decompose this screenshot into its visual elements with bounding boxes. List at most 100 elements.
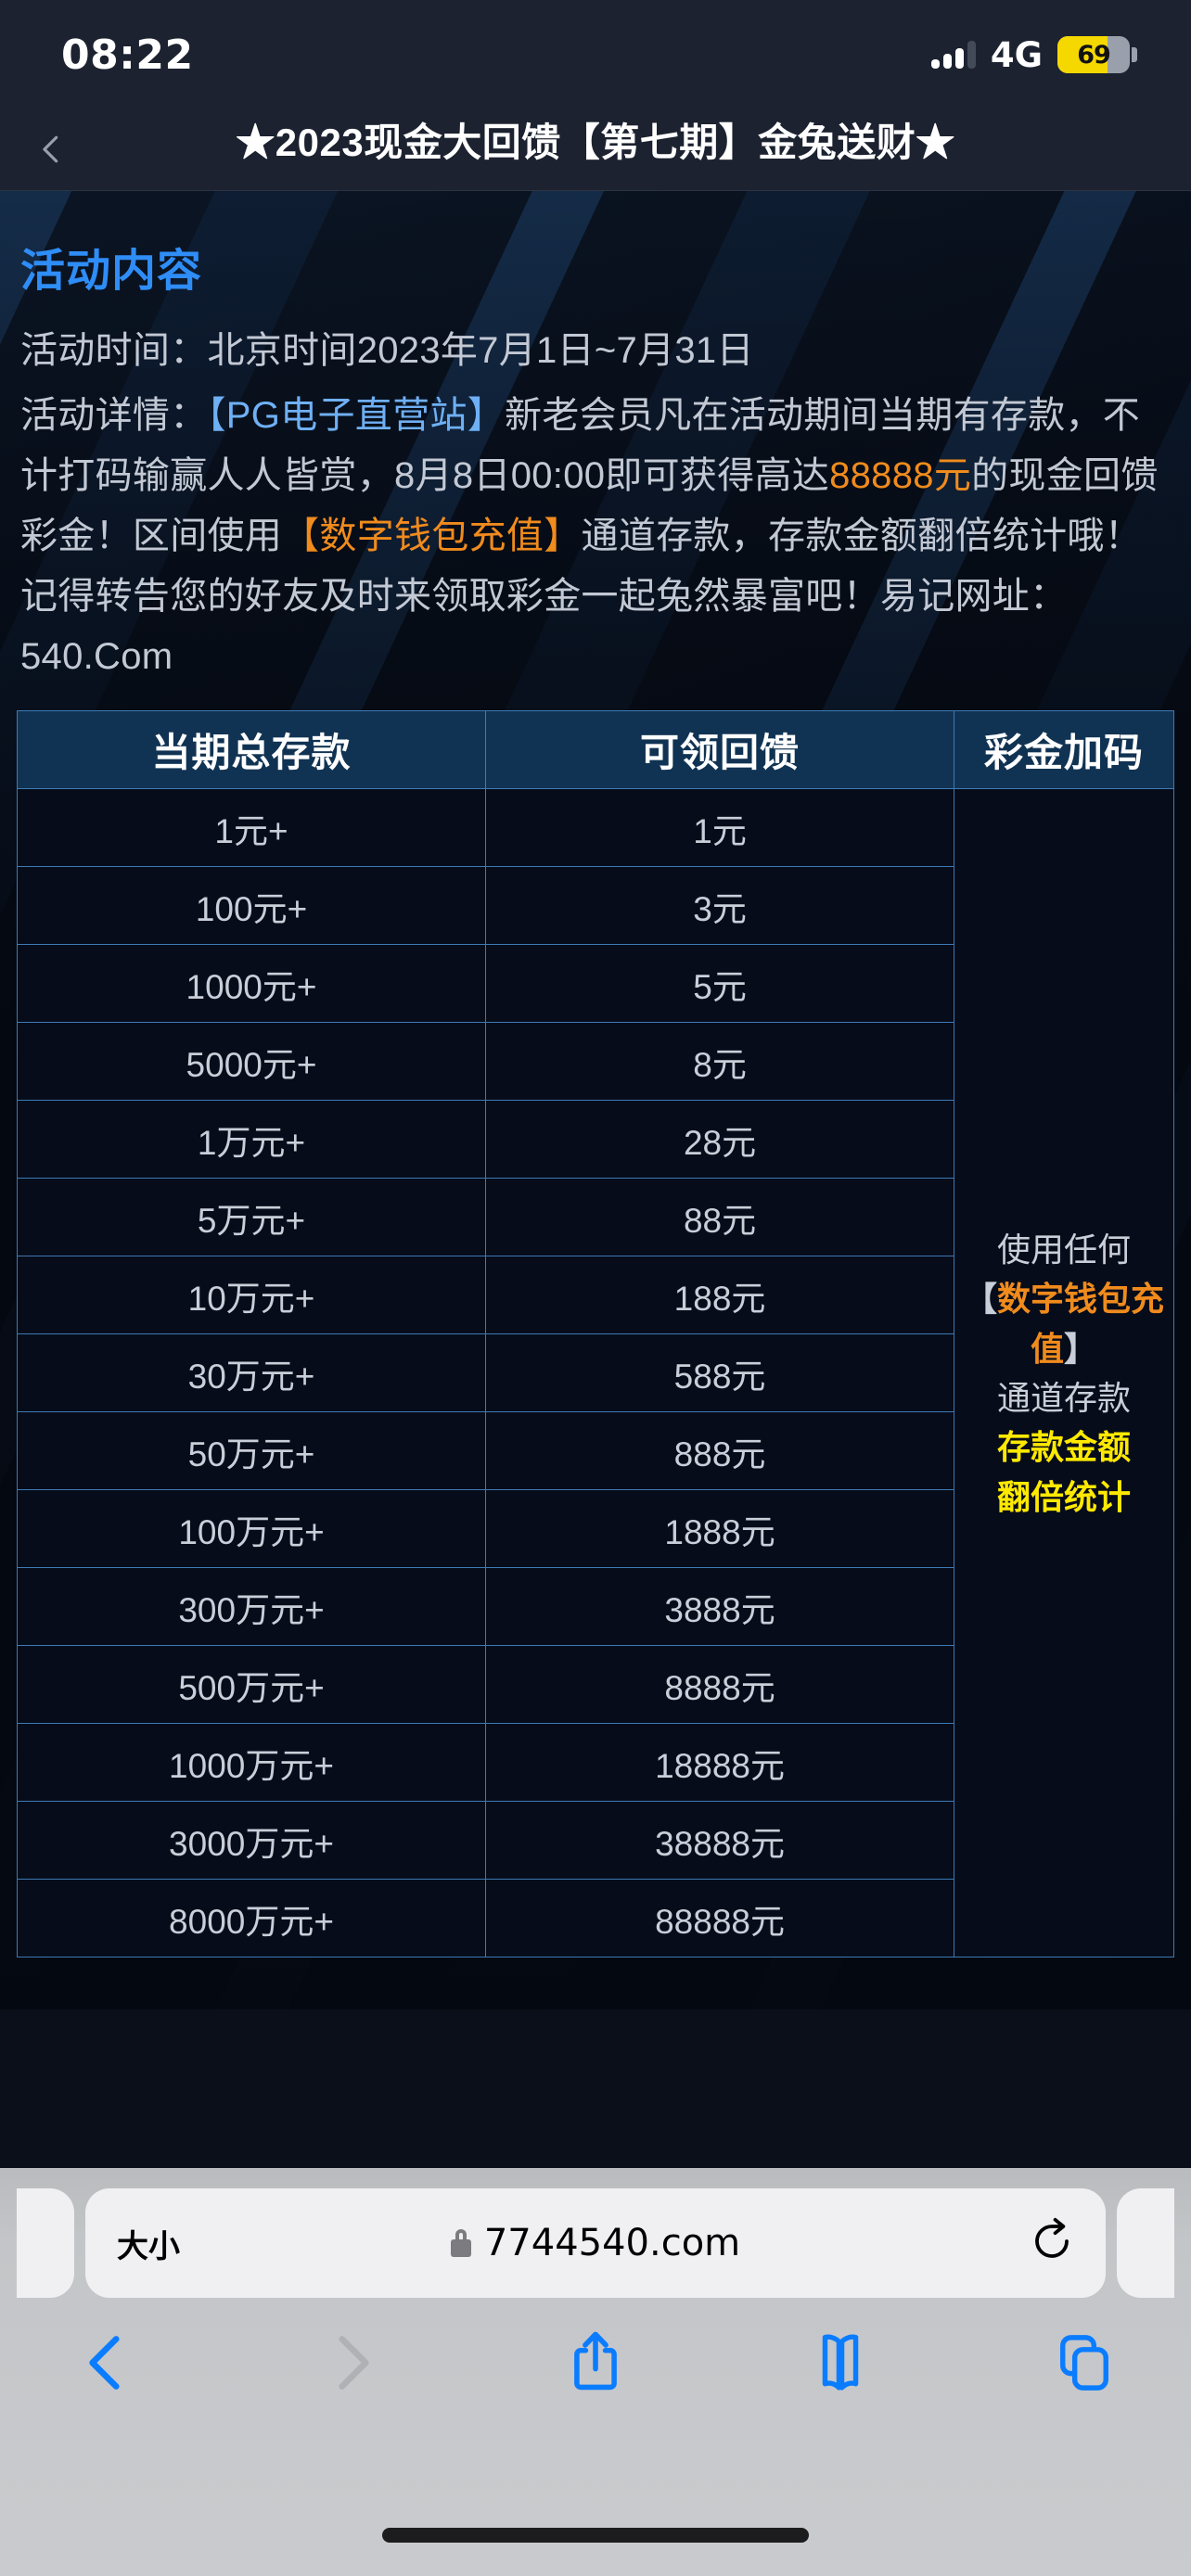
site-name-highlight: 【PG电子直营站】: [207, 395, 505, 437]
table-row: 5万元+ 88元: [16, 1178, 1174, 1257]
activity-detail-line: 活动详情：【PG电子直营站】新老会员凡在活动期间当期有存款，不计打码输赢人人皆赏…: [20, 386, 1174, 686]
cell-rebate: 188元: [485, 1256, 955, 1335]
chevron-left-icon[interactable]: [35, 134, 67, 165]
bonus-line-3: 通道存款: [997, 1378, 1132, 1417]
table-row: 1元+ 1元使用任何【数字钱包充值】通道存款存款金额翻倍统计: [16, 788, 1174, 1958]
url-text: 7744540.com: [483, 2222, 741, 2264]
bonus-bracket-close: 】: [1064, 1329, 1098, 1368]
network-type-label: 4G: [990, 34, 1043, 75]
cell-deposit: 8000万元+: [16, 1879, 487, 1958]
table-header-row: 当期总存款 可领回馈 彩金加码: [16, 710, 1174, 790]
table-row: 100万元+ 1888元: [16, 1489, 1174, 1569]
battery-fill: [1057, 36, 1108, 73]
url-row: 大小 7744540.com: [0, 2168, 1191, 2298]
page-title: ★2023现金大回馈【第七期】金兔送财★: [236, 121, 955, 164]
safari-toolbar: [0, 2298, 1191, 2400]
cell-deposit: 5万元+: [16, 1178, 487, 1257]
table-row: 1000万元+ 18888元: [16, 1723, 1174, 1803]
cell-rebate: 5元: [485, 944, 955, 1024]
detail-text-part1: 新老会员凡在活动期间当期有存款，不计打码输赢人人皆赏，8月8日00:00即可获得…: [20, 395, 1141, 497]
tabs-button[interactable]: [1050, 2326, 1119, 2400]
back-button[interactable]: [72, 2326, 141, 2400]
page-content: 活动内容 活动时间：北京时间2023年7月1日~7月31日 活动详情：【PG电子…: [0, 190, 1191, 2009]
rebate-table: 当期总存款 可领回馈 彩金加码 1元+ 1元使用任何【数字钱包充值】通道存款存款金…: [16, 710, 1174, 1958]
section-heading: 活动内容: [20, 246, 203, 296]
table-row: 50万元+ 888元: [16, 1411, 1174, 1491]
table-row: 300万元+ 3888元: [16, 1567, 1174, 1647]
cell-rebate: 8元: [485, 1022, 955, 1102]
reload-icon[interactable]: [1030, 2217, 1074, 2270]
bookmarks-button[interactable]: [806, 2326, 875, 2400]
cell-deposit: 500万元+: [16, 1645, 487, 1725]
cell-rebate: 1元: [485, 788, 955, 868]
battery-indicator: 69: [1057, 36, 1137, 73]
table-row: 8000万元+ 88888元: [16, 1879, 1174, 1958]
table-row: 5000元+ 8元: [16, 1022, 1174, 1102]
cell-deposit: 1万元+: [16, 1100, 487, 1180]
address-bar[interactable]: 大小 7744540.com: [85, 2188, 1106, 2298]
cell-rebate: 88888元: [485, 1879, 955, 1958]
page-title-bar: ★2023现金大回馈【第七期】金兔送财★: [0, 109, 1191, 191]
cell-deposit: 300万元+: [16, 1567, 487, 1647]
table-row: 30万元+ 588元: [16, 1333, 1174, 1413]
activity-time-label: 活动时间：: [20, 329, 208, 371]
table-body: 1元+ 1元 使用任何 【数字钱包充值】 通道存款 存款金额 翻倍统计 100元+ 3元 1000…: [16, 788, 1174, 1958]
battery-tip: [1132, 47, 1137, 62]
cell-deposit: 50万元+: [16, 1411, 487, 1491]
rebate-table-wrapper: 当期总存款 可领回馈 彩金加码 1元+ 1元使用任何【数字钱包充值】通道存款存款金…: [0, 692, 1191, 1958]
bonus-bracket-open: 【: [964, 1280, 998, 1319]
column-header-rebate: 可领回馈: [485, 710, 955, 790]
cell-deposit: 100元+: [16, 866, 487, 946]
forward-button[interactable]: [317, 2326, 386, 2400]
cell-rebate: 8888元: [485, 1645, 955, 1725]
cell-rebate: 588元: [485, 1333, 955, 1413]
column-header-bonus: 彩金加码: [954, 710, 1174, 790]
detail-text-part3: 通道存款，存款金额翻倍统计哦！记得转告您的好友及时来领取彩金一起兔然暴富吧！易记…: [20, 516, 1143, 677]
next-tab-chip[interactable]: [1117, 2188, 1174, 2298]
cell-rebate: 3元: [485, 866, 955, 946]
cellular-signal-icon: [930, 41, 976, 69]
cell-deposit: 1000元+: [16, 944, 487, 1024]
activity-detail-label: 活动详情：: [20, 395, 208, 437]
channel-highlight: 【数字钱包充值】: [282, 516, 582, 557]
activity-time-line: 活动时间：北京时间2023年7月1日~7月31日: [20, 321, 1174, 381]
bonus-line-5: 翻倍统计: [997, 1477, 1132, 1516]
cell-deposit: 1元+: [16, 788, 487, 868]
home-indicator: [382, 2528, 809, 2543]
cell-bonus-note: 使用任何【数字钱包充值】通道存款存款金额翻倍统计: [954, 788, 1174, 1958]
cell-deposit: 10万元+: [16, 1256, 487, 1335]
bonus-line-2: 【数字钱包充值】: [958, 1274, 1170, 1373]
activity-time-value: 北京时间2023年7月1日~7月31日: [207, 329, 754, 371]
max-amount-highlight: 88888元: [829, 455, 972, 497]
cell-deposit: 5000元+: [16, 1022, 487, 1102]
cell-rebate: 28元: [485, 1100, 955, 1180]
previous-tab-chip[interactable]: [17, 2188, 74, 2298]
cell-rebate: 888元: [485, 1411, 955, 1491]
activity-description: 活动时间：北京时间2023年7月1日~7月31日 活动详情：【PG电子直营站】新…: [0, 306, 1191, 687]
table-row: 10万元+ 188元: [16, 1256, 1174, 1335]
cell-deposit: 3000万元+: [16, 1801, 487, 1881]
text-size-button[interactable]: 大小: [117, 2228, 180, 2264]
safari-bottom-bar: 大小 7744540.com: [0, 2168, 1191, 2576]
detail-text-part2: 的现金回馈彩金！区间使用: [20, 455, 1159, 557]
url-display: 7744540.com: [85, 2222, 1106, 2264]
status-indicators: 4G 69: [930, 34, 1137, 75]
cell-deposit: 1000万元+: [16, 1723, 487, 1803]
battery-percent-label: 69: [1077, 40, 1111, 70]
cell-deposit: 100万元+: [16, 1489, 487, 1569]
cell-rebate: 88元: [485, 1178, 955, 1257]
battery-icon: 69: [1057, 36, 1130, 73]
lock-icon: [450, 2229, 471, 2257]
cell-rebate: 1888元: [485, 1489, 955, 1569]
status-bar: 08:22 4G 69: [0, 0, 1191, 109]
table-row: 1000元+ 5元: [16, 944, 1174, 1024]
table-row: 100元+ 3元: [16, 866, 1174, 946]
table-row: 3000万元+ 38888元: [16, 1801, 1174, 1881]
share-button[interactable]: [561, 2326, 630, 2400]
cell-rebate: 18888元: [485, 1723, 955, 1803]
bonus-channel-text: 数字钱包充值: [997, 1280, 1165, 1368]
column-header-deposit: 当期总存款: [16, 710, 487, 790]
bonus-line-4: 存款金额: [997, 1428, 1132, 1467]
table-row: 1万元+ 28元: [16, 1100, 1174, 1180]
bonus-line-1: 使用任何: [997, 1231, 1132, 1269]
